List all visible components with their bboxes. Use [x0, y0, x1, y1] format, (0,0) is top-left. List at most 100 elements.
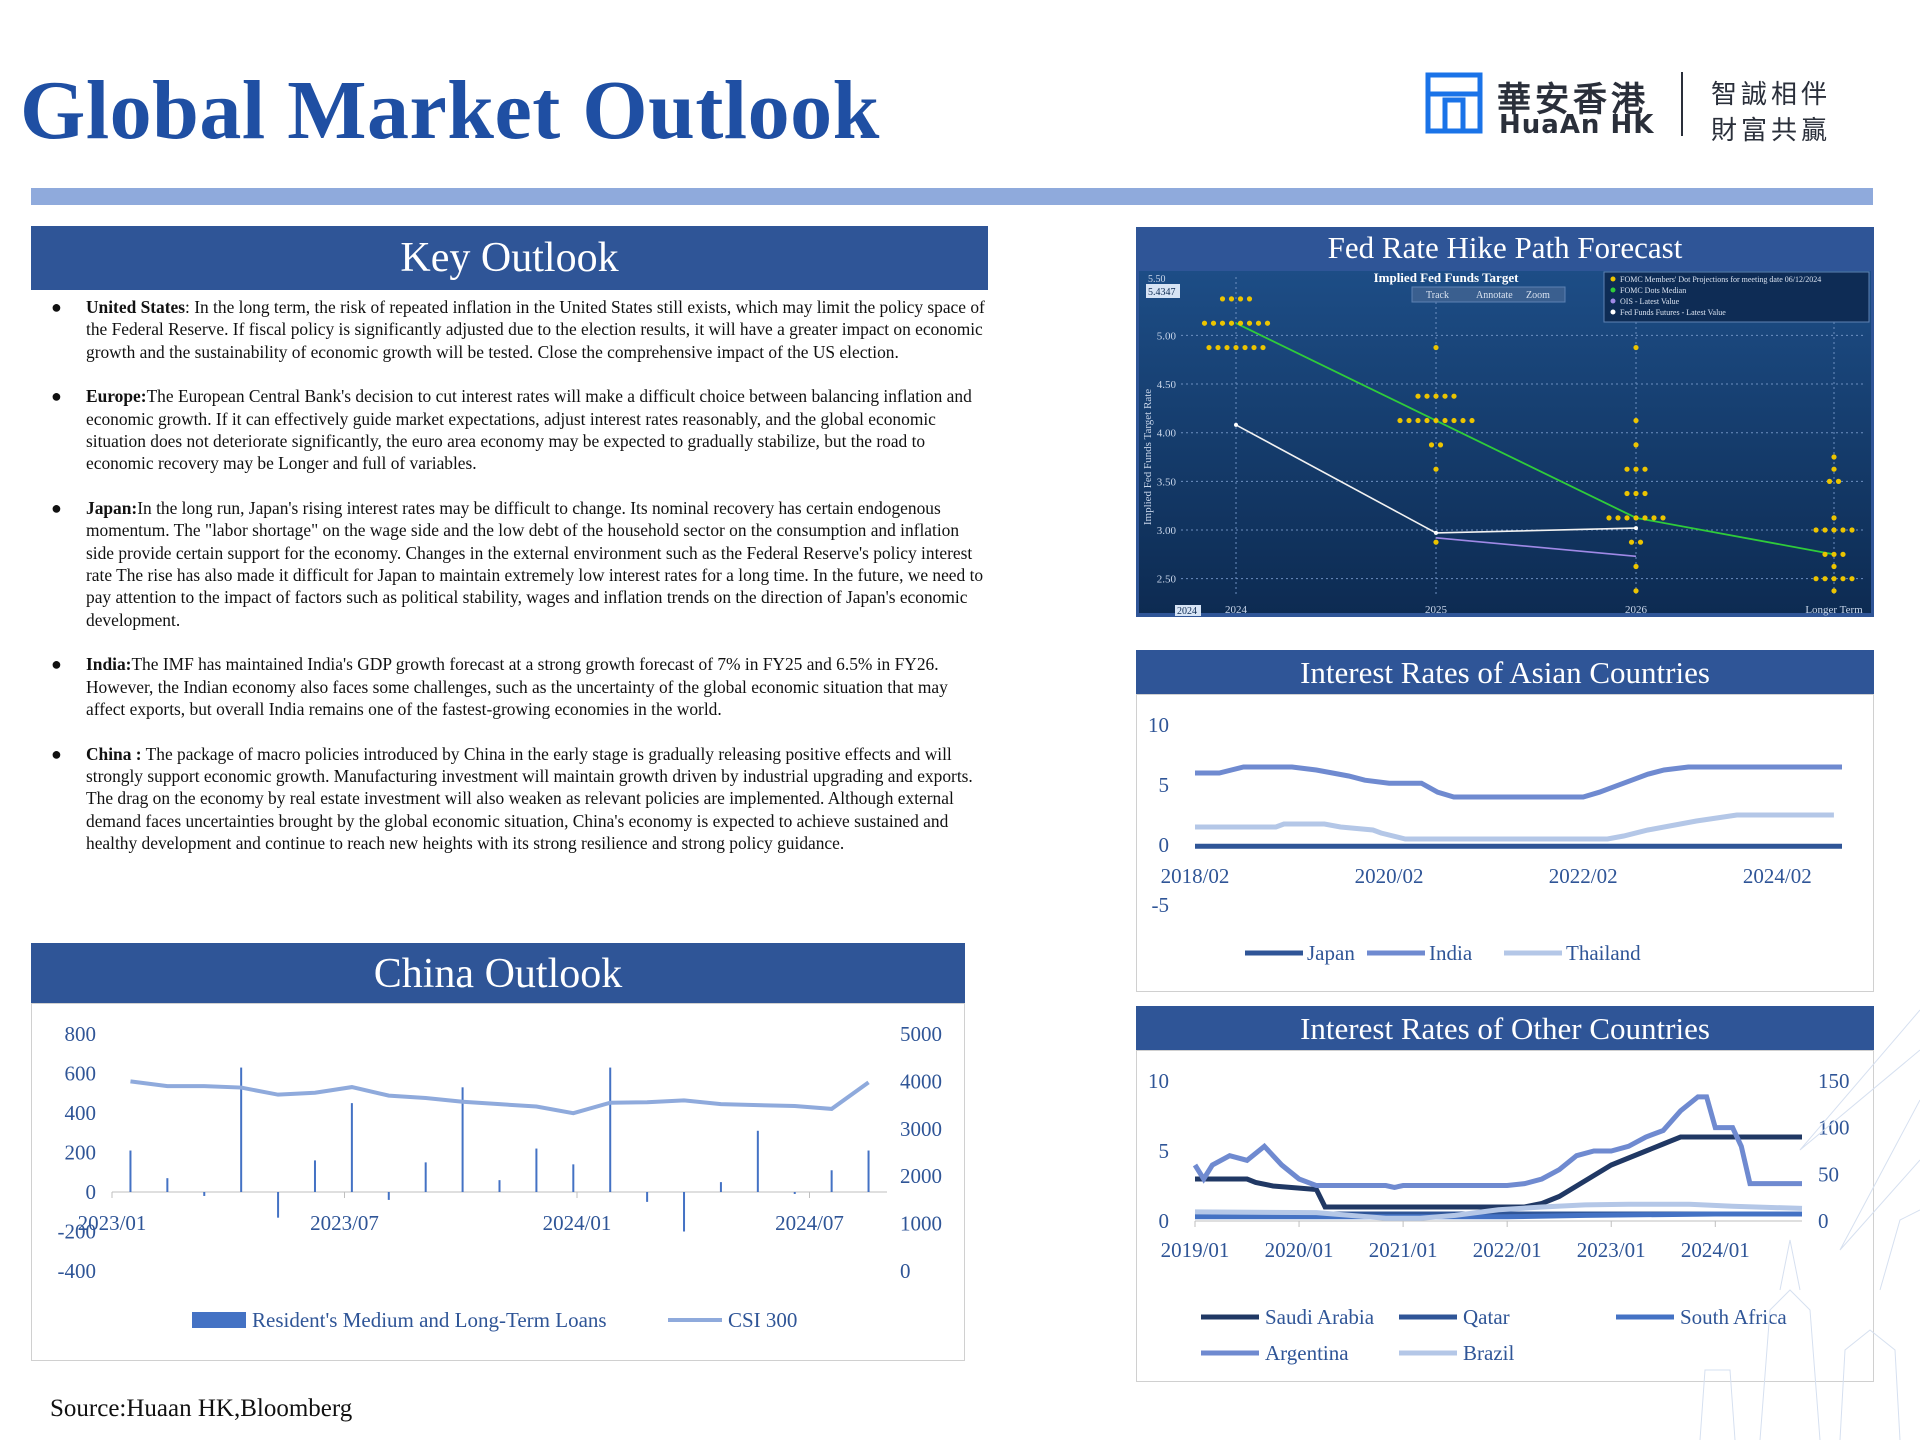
fed-dot-projection [1215, 344, 1221, 351]
fed-dot-projection [1624, 515, 1630, 521]
logo-divider [1681, 72, 1683, 136]
fed-dot-projection [1633, 588, 1639, 594]
asia-rates-heading: Interest Rates of Asian Countries [1136, 650, 1874, 694]
fed-dot-projection [1615, 515, 1621, 521]
fed-forecast-chart-panel: 5.00 4.50 4.00 3.50 3.00 2.50 2024 2025 2026 Long… [1136, 267, 1874, 617]
fed-toolbar-zoom-button: Zoom [1526, 290, 1550, 301]
source-note: Source:Huaan HK,Bloomberg [50, 1395, 353, 1422]
header-band [31, 188, 1873, 205]
fed-dot-projection [1633, 466, 1639, 472]
x-tick-label: 2023/01 [1577, 1238, 1646, 1262]
bullet-icon: ● [51, 743, 62, 764]
y-tick-label-right: 0 [1818, 1209, 1829, 1233]
fed-dot-projection [1633, 515, 1639, 521]
y-tick-label-right: 2000 [900, 1164, 942, 1188]
other-rates-heading: Interest Rates of Other Countries [1136, 1006, 1874, 1050]
fed-dot-projection [1633, 490, 1639, 497]
loan-bar [461, 1087, 464, 1192]
fed-x-tick-label: 2025 [1425, 604, 1448, 616]
fed-dot-projection [1831, 527, 1837, 533]
y-tick-label: -5 [1152, 893, 1170, 917]
x-tick-label: 2024/01 [1681, 1238, 1750, 1262]
fed-dot-projection [1433, 417, 1439, 424]
fed-dot-projection [1246, 296, 1253, 302]
y-tick-label-right: 4000 [900, 1069, 942, 1093]
china-outlook-chart: 8006004002000-200-4005000400030002000100… [58, 1022, 943, 1332]
fed-dot-projection [1246, 320, 1253, 326]
fed-dot-projection [1433, 466, 1439, 472]
china-outlook-heading: China Outlook [31, 943, 965, 1003]
outlook-separator: : [185, 297, 195, 317]
fed-dot-projection [1831, 563, 1837, 570]
loan-bar [646, 1192, 649, 1202]
fed-dot-projection [1433, 344, 1439, 351]
fed-legend-label: FOMC Dots Median [1620, 286, 1686, 295]
fed-legend-label: Fed Funds Futures - Latest Value [1620, 308, 1726, 317]
outlook-item-us: ● United States: In the long term, the ri… [31, 296, 991, 363]
page-title: Global Market Outlook [20, 64, 880, 157]
fed-y-axis-label: Implied Fed Funds Target Rate [1142, 389, 1154, 525]
legend-label-saudi-arabia: Saudi Arabia [1265, 1305, 1375, 1329]
fed-forecast-heading: Fed Rate Hike Path Forecast [1136, 227, 1874, 267]
fed-dot-projection [1633, 417, 1639, 424]
y-tick-label: 0 [1159, 833, 1170, 857]
fed-legend-box [1603, 271, 1870, 323]
fed-dot-projection [1424, 393, 1430, 399]
fed-dot-projection [1831, 466, 1837, 472]
fed-dot-projection [1415, 417, 1421, 424]
fed-dot-projection [1624, 490, 1630, 497]
loan-bar [129, 1150, 132, 1192]
y-tick-label-left: 0 [1159, 1209, 1170, 1233]
bullet-icon: ● [51, 297, 62, 317]
fed-badge-year: 2024 [1177, 606, 1197, 617]
fed-dot-projection [1822, 527, 1828, 533]
legend-label-argentina: Argentina [1265, 1341, 1349, 1365]
outlook-label: India: [86, 654, 132, 675]
y-tick-label-right: 1000 [900, 1212, 942, 1236]
fed-dot-projection [1642, 515, 1648, 521]
outlook-label: Japan: [86, 497, 138, 518]
fed-dot-projection [1237, 320, 1244, 326]
y-tick-label-left: 600 [65, 1062, 97, 1086]
fed-x-tick-label: 2026 [1625, 604, 1648, 616]
y-tick-label-right: 150 [1818, 1069, 1850, 1093]
fed-dot-projection [1633, 442, 1639, 448]
x-tick-label: 2022/02 [1549, 864, 1618, 888]
bullet-icon: ● [51, 386, 62, 407]
fed-dot-projection [1840, 551, 1846, 557]
fed-legend-marker [1610, 298, 1616, 304]
key-outlook-list: ● United States: In the long term, the ri… [31, 296, 991, 877]
fed-dot-projection [1831, 576, 1837, 582]
fed-dot-projection [1651, 515, 1657, 521]
huaan-logo-icon [1425, 72, 1483, 134]
fed-toolbar-annotate-button: Annotate [1476, 290, 1513, 301]
asia-rates-chart: 10 5 0 -5 2018/02 2020/02 2022/02 2024/02 Japan I… [1148, 713, 1842, 965]
x-tick-label: 2020/02 [1355, 864, 1424, 888]
fed-dot-projection [1264, 320, 1271, 326]
y-tick-label: 5 [1159, 773, 1170, 797]
y-tick-label-right: 0 [900, 1259, 911, 1283]
series-line-thailand [1195, 812, 1834, 842]
legend-label-japan: Japan [1307, 941, 1355, 965]
y-tick-label-left: 800 [65, 1022, 97, 1046]
fed-dot-projection [1233, 344, 1239, 351]
key-outlook-heading: Key Outlook [31, 226, 988, 290]
fed-dot-projection [1606, 515, 1612, 521]
y-tick-label-left: 5 [1159, 1139, 1170, 1163]
loan-bar [277, 1192, 280, 1218]
fed-dot-projection [1469, 417, 1475, 424]
skyline-decoration [1699, 1009, 1920, 1440]
loan-bar [683, 1192, 686, 1232]
fed-legend-marker [1610, 276, 1616, 282]
loan-bar [830, 1170, 833, 1192]
legend-label-loans: Resident's Medium and Long-Term Loans [252, 1308, 607, 1332]
fed-badge-top: 5.50 [1148, 274, 1166, 285]
fed-dot-projection [1406, 417, 1412, 424]
fed-dot-projection [1628, 539, 1635, 545]
fed-dot-projection [1840, 576, 1846, 582]
x-tick-label: 2024/07 [775, 1211, 844, 1235]
fed-dot-projection [1442, 393, 1448, 399]
fed-plot-background [1139, 271, 1871, 613]
fed-dot-projection [1424, 417, 1430, 424]
